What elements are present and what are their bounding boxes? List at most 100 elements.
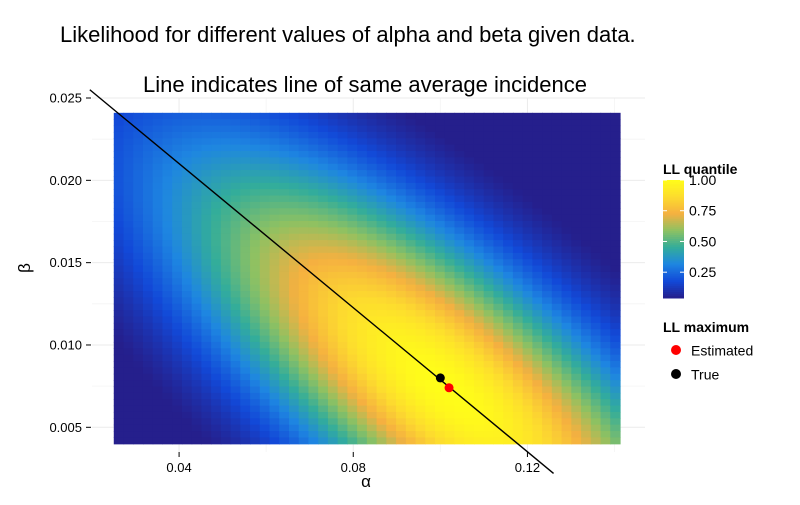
heatmap-cell (279, 348, 290, 356)
heatmap-cell (279, 119, 290, 127)
heatmap-cell (386, 373, 397, 381)
heatmap-cell (454, 208, 465, 216)
heatmap-cell (142, 240, 154, 248)
heatmap-cell (133, 112, 144, 120)
heatmap-cell (415, 182, 426, 190)
heatmap-cell (298, 125, 310, 133)
heatmap-cell (220, 361, 232, 368)
heatmap-cell (201, 195, 212, 203)
heatmap-cell (600, 182, 611, 190)
heatmap-cell (279, 157, 290, 165)
heatmap-cell (464, 291, 475, 298)
heatmap-cell (376, 335, 387, 343)
heatmap-cell (298, 335, 310, 343)
heatmap-cell (347, 341, 358, 349)
heatmap-cell (571, 214, 582, 222)
heatmap-cell (298, 131, 310, 139)
heatmap-cell (590, 265, 602, 273)
heatmap-cell (337, 431, 349, 439)
heatmap-cell (211, 291, 222, 298)
heatmap-cell (600, 259, 611, 267)
heatmap-cell (191, 246, 202, 254)
heatmap-cell (191, 195, 202, 203)
heatmap-cell (435, 424, 446, 432)
heatmap-cell (269, 201, 280, 209)
heatmap-cell (357, 418, 368, 426)
heatmap-cell (590, 125, 602, 133)
heatmap-cell (405, 278, 417, 286)
heatmap-cell (464, 399, 475, 407)
heatmap-cell (571, 322, 582, 330)
heatmap-cell (279, 131, 290, 139)
heatmap-cell (386, 437, 397, 445)
heatmap-cell (464, 182, 475, 190)
heatmap-cell (473, 278, 485, 286)
heatmap-cell (230, 405, 241, 413)
heatmap-cell (337, 341, 349, 349)
heatmap-cell (435, 125, 446, 133)
heatmap-cell (483, 367, 495, 375)
heatmap-cell (561, 125, 572, 133)
heatmap-cell (201, 437, 212, 445)
heatmap-cell (250, 348, 261, 356)
heatmap-cell (240, 246, 251, 254)
heatmap-cell (483, 329, 495, 337)
heatmap-cell (444, 291, 456, 298)
heatmap-cell (327, 138, 339, 146)
heatmap-cell (561, 348, 572, 356)
heatmap-cell (308, 112, 319, 120)
heatmap-cell (503, 322, 514, 330)
heatmap-cell (386, 227, 397, 235)
heatmap-cell (464, 341, 475, 349)
heatmap-cell (415, 176, 426, 184)
heatmap-cell (123, 163, 134, 171)
heatmap-cell (113, 278, 125, 286)
heatmap-cell (503, 341, 514, 349)
heatmap-cell (473, 424, 485, 432)
heatmap-cell (347, 182, 358, 190)
heatmap-cell (600, 291, 611, 298)
heatmap-cell (473, 386, 485, 394)
heatmap-cell (289, 431, 300, 439)
heatmap-cell (512, 367, 524, 375)
heatmap-cell (269, 437, 280, 445)
heatmap-cell (483, 361, 495, 368)
heatmap-cell (396, 163, 407, 171)
heatmap-cell (259, 348, 271, 356)
colorbar-segment (663, 203, 684, 207)
heatmap-cell (590, 303, 602, 311)
heatmap-cell (337, 297, 349, 305)
heatmap-cell (590, 437, 602, 445)
heatmap-cell (542, 291, 553, 298)
heatmap-cell (386, 221, 397, 228)
heatmap-cell (123, 310, 134, 318)
heatmap-cell (396, 189, 407, 197)
heatmap-cell (211, 131, 222, 139)
heatmap-cell (142, 348, 154, 356)
heatmap-cell (590, 163, 602, 171)
heatmap-cell (308, 221, 319, 228)
heatmap-cell (113, 151, 125, 158)
heatmap-cell (405, 392, 417, 400)
heatmap-cell (133, 246, 144, 254)
heatmap-cell (493, 373, 504, 381)
heatmap-cell (201, 214, 212, 222)
heatmap-cell (435, 361, 446, 368)
heatmap-cell (473, 182, 485, 190)
heatmap-cell (289, 240, 300, 248)
heatmap-cell (142, 437, 154, 445)
heatmap-cell (318, 265, 329, 273)
heatmap-cell (425, 214, 436, 222)
heatmap-cell (483, 418, 495, 426)
heatmap-cell (289, 125, 300, 133)
heatmap-cell (396, 131, 407, 139)
heatmap-cell (162, 131, 173, 139)
colorbar-segment (663, 180, 684, 183)
heatmap-cell (542, 163, 553, 171)
heatmap-cell (503, 361, 514, 368)
heatmap-cell (454, 259, 465, 267)
heatmap-cell (308, 252, 319, 260)
heatmap-cell (600, 424, 611, 432)
heatmap-cell (142, 399, 154, 407)
